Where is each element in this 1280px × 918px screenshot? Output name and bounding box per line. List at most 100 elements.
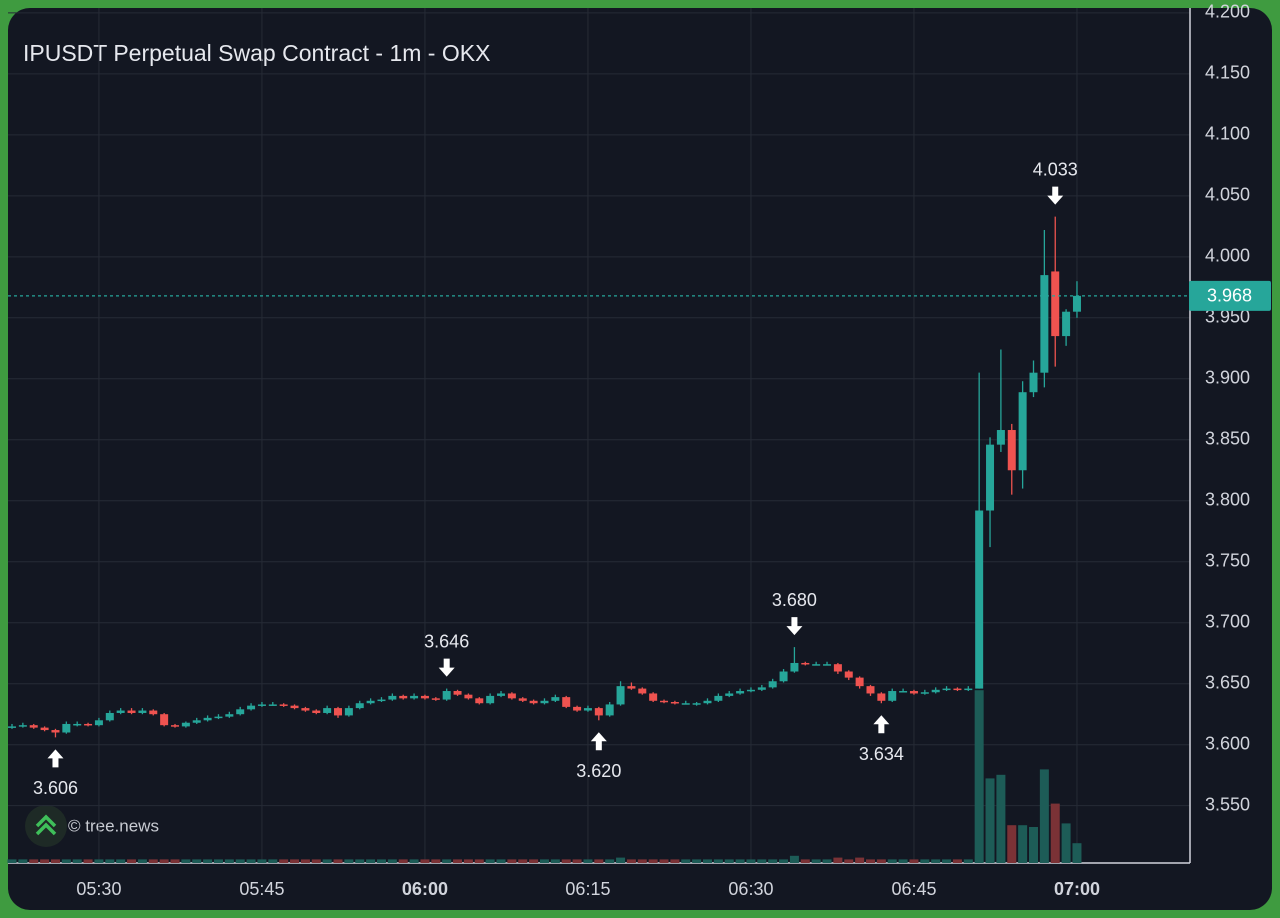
volume-bar [822, 859, 832, 863]
candle-body [388, 695, 397, 700]
volume-bar [116, 859, 126, 863]
volume-bar [1028, 827, 1038, 863]
candle-body [529, 700, 538, 704]
volume-bar [692, 859, 702, 863]
candle-body [866, 686, 875, 694]
volume-bar [181, 859, 191, 863]
candle-body [431, 698, 440, 700]
x-tick-label: 06:15 [565, 879, 610, 899]
volume-bar [50, 859, 60, 863]
volume-bar [637, 859, 647, 863]
volume-bar [203, 859, 213, 863]
volume-bar [963, 859, 973, 863]
candle-body [127, 710, 136, 713]
candle-body [660, 700, 669, 703]
candle-body [420, 695, 429, 699]
candle-body [920, 692, 929, 694]
volume-bar [290, 859, 300, 863]
candle-body [279, 704, 288, 706]
volume-bar [898, 859, 908, 863]
candle-body [62, 723, 71, 733]
y-tick-label: 3.550 [1205, 794, 1250, 814]
candle-body [801, 662, 810, 665]
y-tick-label: 3.700 [1205, 611, 1250, 631]
volume-bar [485, 859, 495, 863]
candle-body [909, 691, 918, 694]
volume-bar [1018, 825, 1028, 863]
candle-body [1051, 271, 1060, 337]
x-tick-label: 05:45 [239, 879, 284, 899]
volume-bar [887, 859, 897, 863]
volume-bar [942, 859, 952, 863]
candle-body [464, 694, 473, 699]
annotation-arrow [873, 715, 890, 734]
candle-body [507, 693, 516, 699]
volume-bar [355, 859, 365, 863]
candle-body [573, 706, 582, 711]
y-tick-label: 3.650 [1205, 672, 1250, 692]
volume-bar [170, 859, 180, 863]
annotation-label: 3.680 [772, 590, 817, 610]
candle-body [681, 703, 690, 705]
volume-bar [855, 857, 865, 863]
candle-body [1018, 392, 1027, 471]
candle-body [377, 699, 386, 702]
candle-body [138, 710, 147, 713]
volume-bar [376, 859, 386, 863]
candle-body [257, 704, 266, 706]
volume-bar [474, 859, 484, 863]
volume-bar [442, 859, 452, 863]
volume-bar [789, 855, 799, 863]
volume-bar [985, 778, 995, 863]
volume-bar [605, 859, 615, 863]
volume-bar [61, 859, 71, 863]
volume-bar [496, 859, 506, 863]
candle-body [51, 730, 60, 733]
volume-bar [768, 859, 778, 863]
candle-body [290, 705, 299, 709]
chart-background [8, 8, 1272, 910]
x-tick-label: 06:00 [402, 879, 448, 899]
volume-bar [670, 859, 680, 863]
volume-bar [192, 859, 202, 863]
candle-body [410, 695, 419, 699]
candle-body [833, 664, 842, 672]
y-tick-label: 3.950 [1205, 307, 1250, 327]
candle-body [605, 704, 614, 716]
volume-bar [952, 859, 962, 863]
candle-body [268, 704, 277, 706]
candle-body [8, 726, 16, 728]
candle-body [40, 727, 49, 731]
y-tick-label: 3.850 [1205, 429, 1250, 449]
volume-bar [833, 857, 843, 863]
annotation-arrow [47, 749, 64, 768]
candle-body [334, 708, 343, 716]
volume-bar [387, 859, 397, 863]
candle-body [1072, 295, 1081, 312]
volume-bar [105, 859, 115, 863]
candle-body [453, 691, 462, 695]
volume-bar [257, 859, 267, 863]
candle-body [181, 722, 190, 727]
volume-bar [746, 859, 756, 863]
candle-body [638, 688, 647, 694]
candle-body [692, 703, 701, 705]
candle-body [203, 717, 212, 721]
candle-body [649, 693, 658, 701]
volume-bar [507, 859, 517, 863]
volume-bar [920, 859, 930, 863]
volume-bar [213, 859, 223, 863]
volume-bar [876, 859, 886, 863]
volume-bar [659, 859, 669, 863]
candle-body [1029, 372, 1038, 393]
candle-body [551, 697, 560, 701]
volume-bar [974, 690, 984, 863]
volume-bar [7, 859, 17, 863]
volume-bar [1039, 769, 1049, 863]
volume-bar [648, 859, 658, 863]
watermark: © tree.news [68, 816, 159, 835]
volume-bar [29, 859, 39, 863]
candle-body [225, 714, 234, 717]
volume-bar [779, 859, 789, 863]
